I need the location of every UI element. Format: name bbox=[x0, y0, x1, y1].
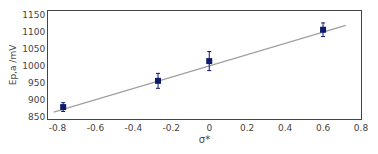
svg-text:0.4: 0.4 bbox=[278, 123, 293, 133]
svg-text:0.8: 0.8 bbox=[354, 123, 369, 133]
svg-text:950: 950 bbox=[28, 78, 45, 88]
svg-text:σ*: σ* bbox=[199, 134, 210, 145]
svg-text:0.6: 0.6 bbox=[316, 123, 331, 133]
svg-text:Ep,a /mV: Ep,a /mV bbox=[8, 44, 18, 85]
svg-text:900: 900 bbox=[28, 95, 45, 105]
svg-text:0: 0 bbox=[206, 123, 212, 133]
svg-text:1150: 1150 bbox=[22, 10, 45, 20]
svg-text:1000: 1000 bbox=[22, 61, 45, 71]
svg-text:1050: 1050 bbox=[22, 44, 45, 54]
svg-text:1100: 1100 bbox=[22, 27, 45, 37]
svg-text:-0.8: -0.8 bbox=[49, 123, 67, 133]
svg-text:-0.6: -0.6 bbox=[87, 123, 105, 133]
svg-text:-0.4: -0.4 bbox=[125, 123, 143, 133]
svg-text:850: 850 bbox=[28, 112, 45, 122]
svg-text:-0.2: -0.2 bbox=[163, 123, 181, 133]
svg-text:0.2: 0.2 bbox=[240, 123, 254, 133]
